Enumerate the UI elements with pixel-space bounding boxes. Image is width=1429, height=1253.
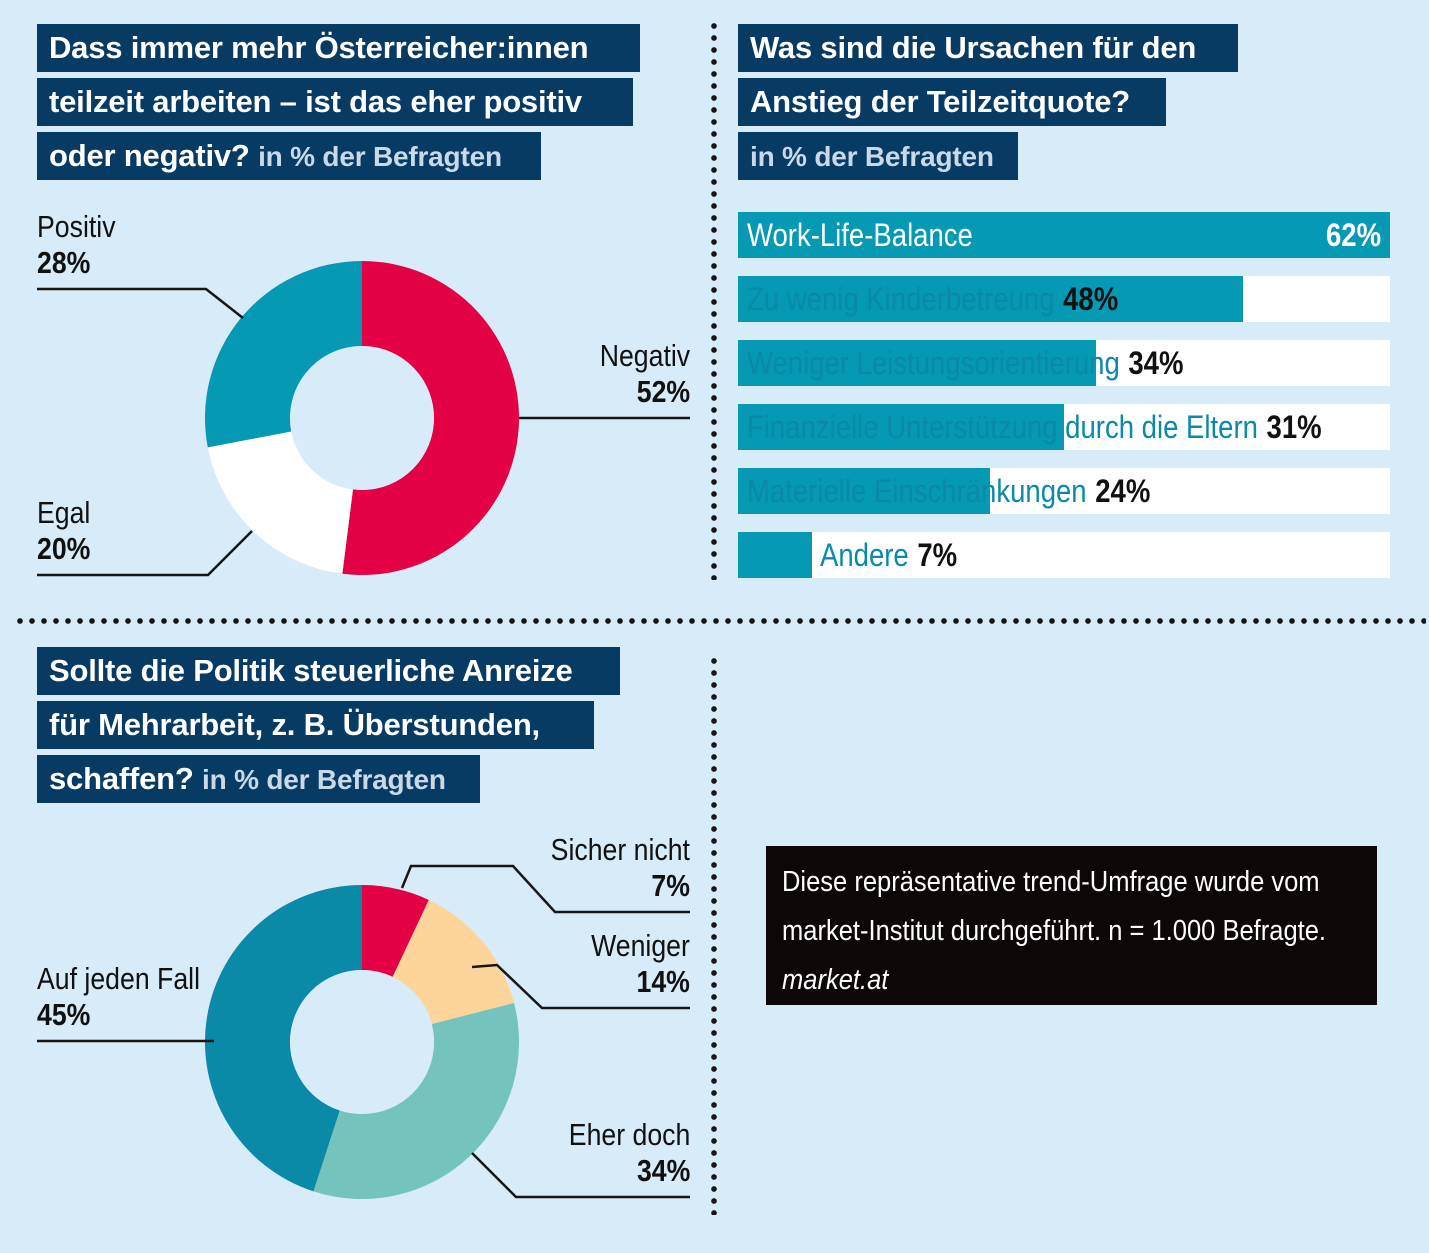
label-positiv-name: Positiv xyxy=(37,209,116,244)
bar-value-finanzielle-unterstuetzung: 31% xyxy=(1266,409,1322,445)
label-eher-doch: Eher doch 34% xyxy=(568,1117,690,1189)
label-positiv-value: 28% xyxy=(37,245,91,280)
bar-label-text: Andere xyxy=(820,537,909,573)
donut-slice-positiv xyxy=(205,261,362,448)
label-eher-doch-value: 34% xyxy=(636,1153,690,1188)
bar-row-leistungsorientierung: Weniger Leistungsorientierung 34% xyxy=(738,340,1390,386)
donut-hole xyxy=(290,970,434,1114)
label-eher-doch-name: Eher doch xyxy=(568,1117,690,1152)
donut-slice-auf-jeden-fall xyxy=(204,885,362,1192)
leader-lines xyxy=(37,287,690,1199)
leader-line-egal xyxy=(37,530,253,577)
bar-work-life-balance xyxy=(738,212,1390,258)
bar-leistungsorientierung xyxy=(738,340,1096,386)
chart1-title-line-1: Dass immer mehr Österreicher:innen xyxy=(37,24,640,72)
bar-label-leistungsorientierung: Weniger Leistungsorientierung 34% xyxy=(747,340,1183,386)
chart1-title-line-2: teilzeit arbeiten – ist das eher positiv xyxy=(37,78,633,126)
divider-vertical-top xyxy=(711,20,717,580)
label-negativ-name: Negativ xyxy=(599,338,690,373)
donut-slice-sicher-nicht xyxy=(362,885,429,977)
bar-row-work-life-balance: Work-Life-Balance 62% xyxy=(738,212,1390,258)
bar-row-materielle-einschraenkungen: Materielle Einschränkungen 24% xyxy=(738,468,1390,514)
label-weniger: Weniger 14% xyxy=(591,928,690,1000)
donut-slice-eher-doch xyxy=(313,1002,519,1199)
bar-row-andere: Andere 7% xyxy=(738,532,1390,578)
chart3-title-line-1: Sollte die Politik steuerliche Anreize xyxy=(37,647,620,695)
donut-chart-1 xyxy=(205,261,519,575)
divider-horizontal xyxy=(14,618,1426,624)
bar-value-materielle-einschraenkungen: 24% xyxy=(1095,473,1151,509)
bar-label-text: Work-Life-Balance xyxy=(747,217,973,253)
bar-value-kinderbetreung: 48% xyxy=(1063,281,1119,317)
survey-source: market.at xyxy=(782,964,889,996)
chart3-title-line-3: schaffen? in % der Befragten xyxy=(37,755,480,803)
donut-chart-3 xyxy=(204,885,519,1199)
leader-line-positiv xyxy=(37,287,244,319)
leader-line-eher-doch xyxy=(471,1152,690,1199)
chart1-subtitle: in % der Befragten xyxy=(258,141,502,172)
chart1-title-line-3: oder negativ? in % der Befragten xyxy=(37,132,541,180)
bar-label-text: Finanzielle Unterstützung durch die Elte… xyxy=(747,409,1258,445)
bar-andere xyxy=(738,532,812,578)
bar-finanzielle-unterstuetzung xyxy=(738,404,1064,450)
bar-materielle-einschraenkungen xyxy=(738,468,991,514)
bar-value-leistungsorientierung: 34% xyxy=(1128,345,1184,381)
bar-row-kinderbetreung: Zu wenig Kinderbetreung 48% xyxy=(738,276,1390,322)
label-egal: Egal 20% xyxy=(37,495,90,567)
survey-note-line-2: market-Institut durchgeführt. n = 1.000 … xyxy=(782,915,1327,947)
bar-label-work-life-balance: Work-Life-Balance xyxy=(747,212,973,258)
bar-row-finanzielle-unterstuetzung: Finanzielle Unterstützung durch die Elte… xyxy=(738,404,1390,450)
label-sicher-nicht: Sicher nicht 7% xyxy=(551,832,690,904)
label-sicher-nicht-name: Sicher nicht xyxy=(550,832,690,867)
label-auf-jeden-fall: Auf jeden Fall 45% xyxy=(37,961,200,1033)
bar-label-andere: Andere 7% xyxy=(820,532,957,578)
chart1-title-text: oder negativ? xyxy=(49,138,250,173)
bar-label-text: Materielle Einschränkungen xyxy=(747,473,1087,509)
chart2-subtitle: in % der Befragten xyxy=(750,141,994,172)
survey-note: Diese repräsentative trend-Umfrage wurde… xyxy=(766,846,1377,1005)
donut-slice-egal xyxy=(207,431,353,574)
bar-label-finanzielle-unterstuetzung: Finanzielle Unterstützung durch die Elte… xyxy=(747,404,1322,450)
chart2-subtitle-box: in % der Befragten xyxy=(738,132,1018,180)
leader-line-sicher-nicht xyxy=(400,864,690,914)
label-weniger-value: 14% xyxy=(636,964,690,999)
label-negativ: Negativ 52% xyxy=(600,338,690,410)
bar-label-kinderbetreung: Zu wenig Kinderbetreung 48% xyxy=(747,276,1118,322)
label-weniger-name: Weniger xyxy=(591,928,690,963)
label-egal-name: Egal xyxy=(37,495,91,530)
chart3-title-line-2: für Mehrarbeit, z. B. Überstunden, xyxy=(37,701,594,749)
chart2-title-line-1: Was sind die Ursachen für den xyxy=(738,24,1238,72)
chart3-subtitle: in % der Befragten xyxy=(202,764,446,795)
leader-line-weniger xyxy=(471,963,690,1010)
donut-slice-weniger xyxy=(392,899,515,1025)
bar-label-text: Zu wenig Kinderbetreung xyxy=(747,281,1055,317)
label-auf-jeden-fall-name: Auf jeden Fall xyxy=(37,961,201,996)
chart3-title-text: schaffen? xyxy=(49,761,194,796)
donut-slice-negativ xyxy=(342,261,519,575)
bar-label-text: Weniger Leistungsorientierung xyxy=(747,345,1120,381)
chart2-title-line-2: Anstieg der Teilzeitquote? xyxy=(738,78,1166,126)
divider-vertical-bottom xyxy=(711,655,717,1215)
survey-note-line-1: Diese repräsentative trend-Umfrage wurde… xyxy=(782,866,1320,898)
label-negativ-value: 52% xyxy=(636,374,690,409)
label-egal-value: 20% xyxy=(37,531,91,566)
bar-kinderbetreung xyxy=(738,276,1243,322)
label-sicher-nicht-value: 7% xyxy=(651,868,690,903)
label-positiv: Positiv 28% xyxy=(37,209,116,281)
bar-value-andere: 7% xyxy=(917,537,958,573)
label-auf-jeden-fall-value: 45% xyxy=(37,997,91,1032)
donut-hole xyxy=(290,346,434,490)
bar-value-work-life-balance: 62% xyxy=(1325,217,1381,253)
bar-label-materielle-einschraenkungen: Materielle Einschränkungen 24% xyxy=(747,468,1150,514)
